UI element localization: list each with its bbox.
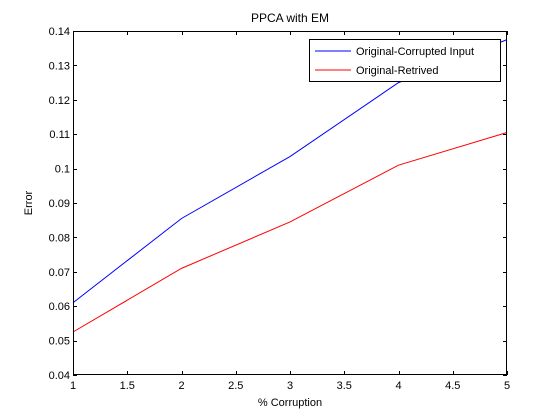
y-tick-label: 0.11 xyxy=(49,129,70,141)
y-tick-label: 0.13 xyxy=(49,60,70,72)
y-tick-label: 0.04 xyxy=(49,370,70,382)
y-tick-label: 0.09 xyxy=(49,198,70,210)
ticks-layer: 1 1.5 2 2.5 3 3.5 4 4.5 5 0.04 0.05 0.06 0.07 0.08 0.0… xyxy=(49,26,510,392)
x-tick-label: 1 xyxy=(70,380,76,392)
y-tick-label: 0.07 xyxy=(49,267,70,279)
series-line-2 xyxy=(72,132,508,333)
y-tick-label: 0.12 xyxy=(49,95,70,107)
y-tick-label: 0.1 xyxy=(55,164,70,176)
x-tick-label: 4.5 xyxy=(445,380,460,392)
y-tick-label: 0.05 xyxy=(49,336,70,348)
legend-box xyxy=(309,39,501,82)
plot-area xyxy=(73,31,507,375)
x-tick-label: 3 xyxy=(287,380,293,392)
x-tick-label: 3.5 xyxy=(337,380,352,392)
x-tick-label: 2.5 xyxy=(228,380,243,392)
x-axis-label: % Corruption xyxy=(258,397,322,409)
x-tick-label: 5 xyxy=(504,380,510,392)
chart-title: PPCA with EM xyxy=(251,11,329,25)
x-tick-label: 2 xyxy=(178,380,184,392)
legend: Original-Corrupted Input Original-Retrive… xyxy=(309,39,501,82)
x-tick-label: 4 xyxy=(395,380,401,392)
y-tick-label: 0.06 xyxy=(49,301,70,313)
y-tick-label: 0.14 xyxy=(49,26,70,38)
legend-label-1: Original-Corrupted Input xyxy=(356,46,474,58)
x-tick-label: 1.5 xyxy=(120,380,135,392)
y-axis-label: Error xyxy=(23,190,35,215)
legend-label-2: Original-Retrived xyxy=(356,65,439,77)
y-tick-label: 0.08 xyxy=(49,232,70,244)
